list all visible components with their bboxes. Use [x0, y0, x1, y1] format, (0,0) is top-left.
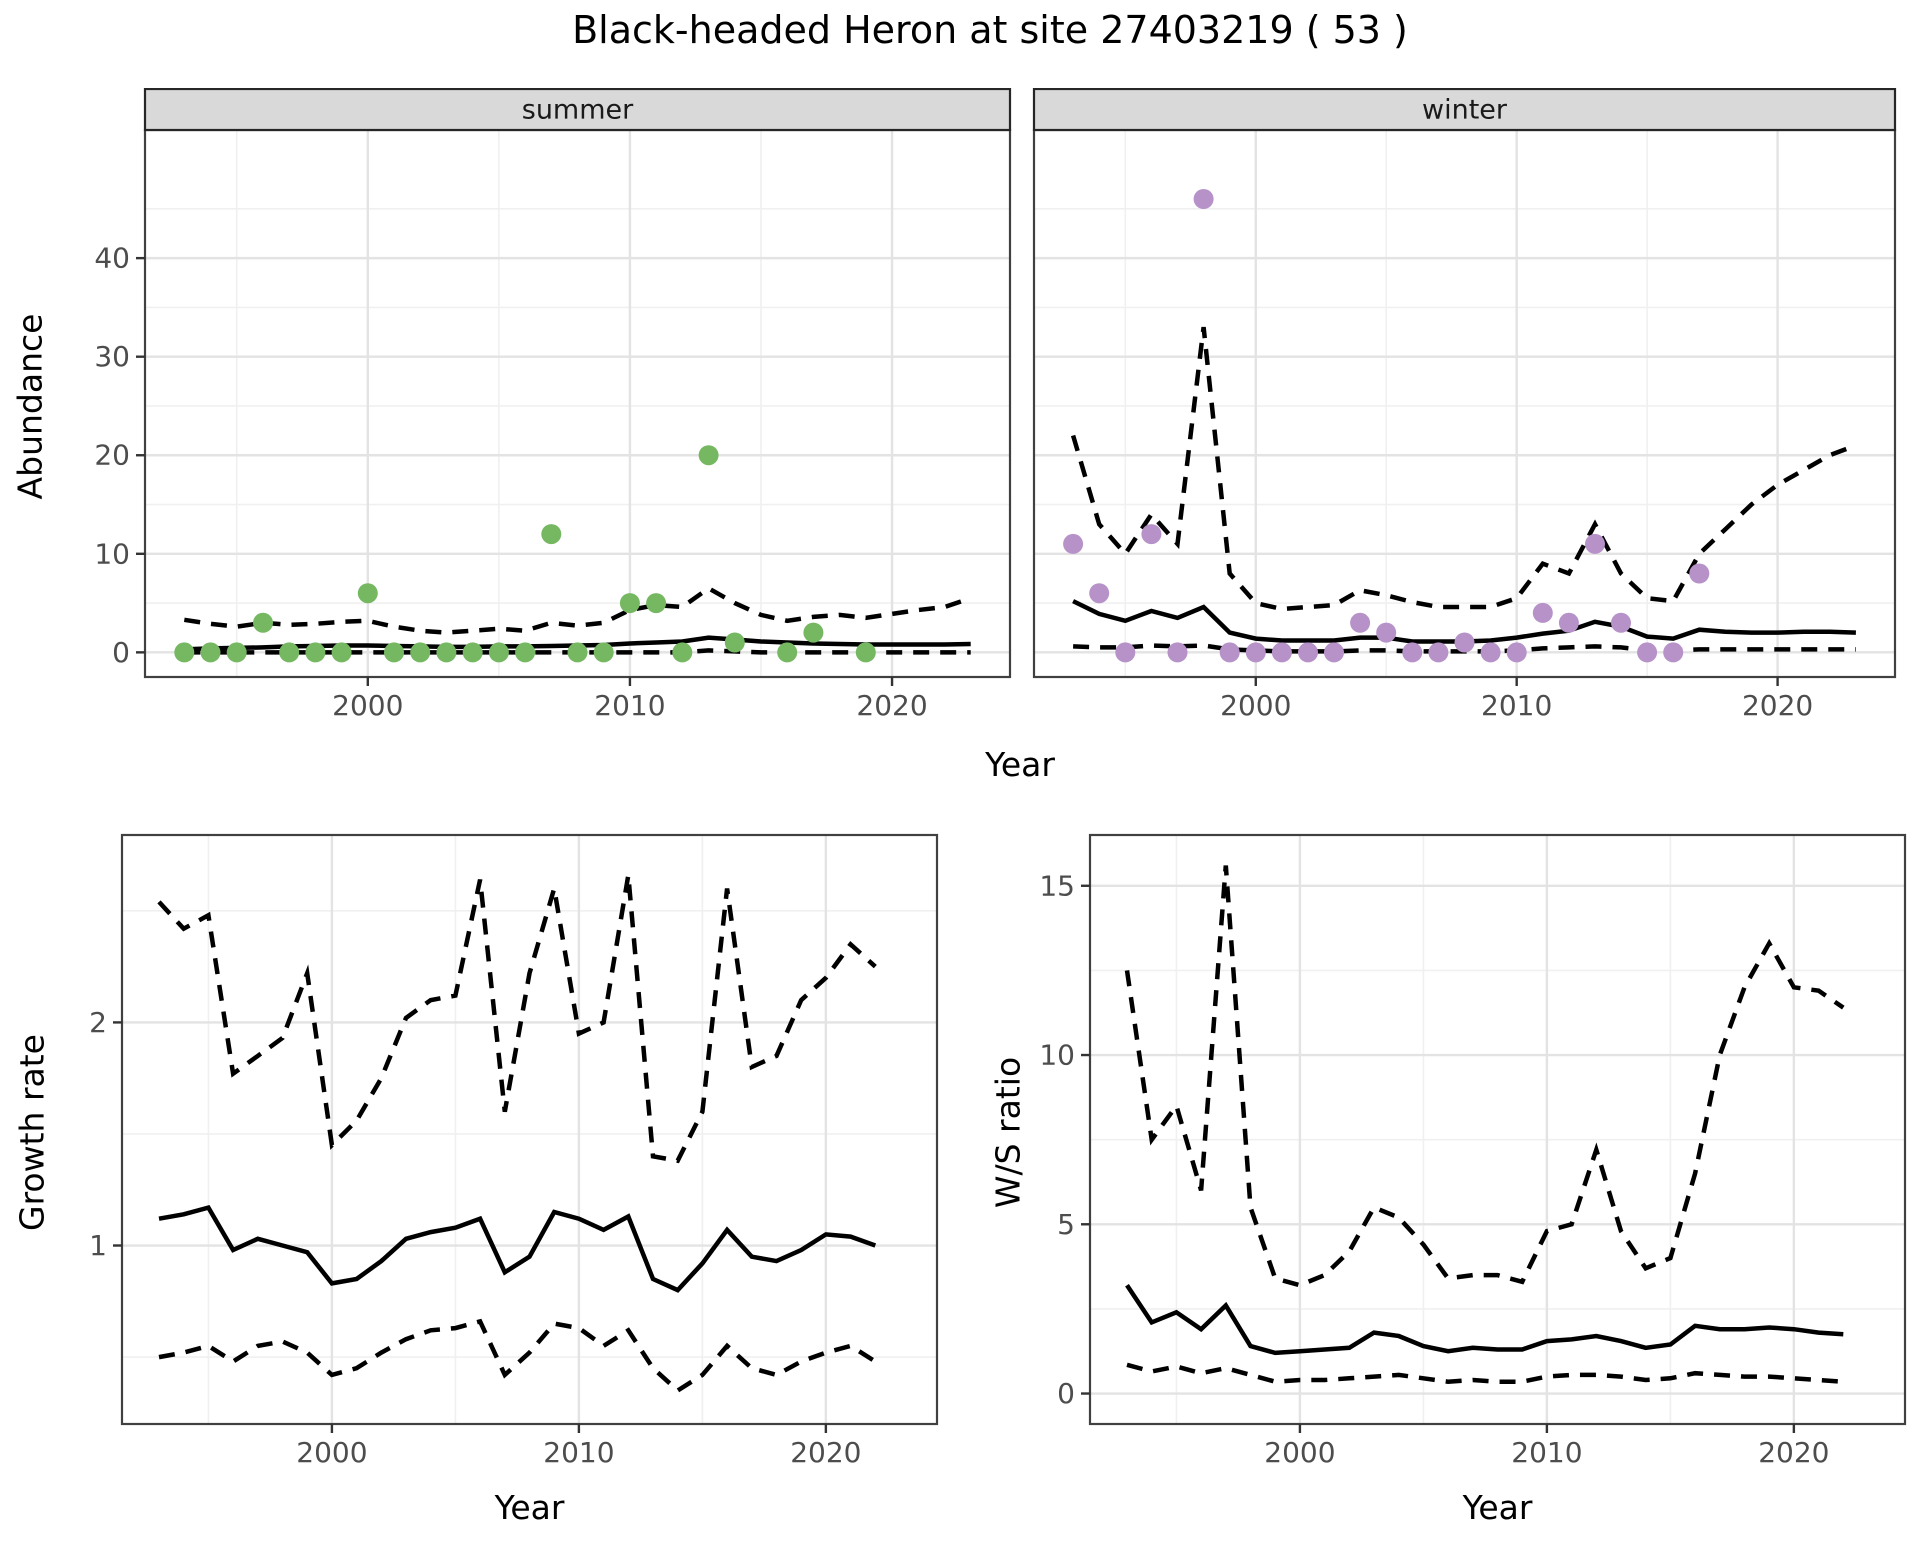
winter-x-tick-label: 2000 [1220, 689, 1291, 722]
growth-rate-panel: 2000 2010 2020 1 2 [67, 830, 945, 1479]
summer-upper_ci-line [183, 585, 972, 635]
growth-x-tick-label: 2020 [790, 1436, 861, 1469]
ws-median-line [1125, 1283, 1844, 1356]
ws-x-tick-label: 2020 [1758, 1436, 1829, 1469]
growth-x-axis-title: Year [494, 1488, 565, 1527]
summer-y-tick-label: 40 [95, 242, 130, 275]
ws-y-tick-label: 15 [1039, 869, 1075, 902]
ws-x-axis-title: Year [1462, 1488, 1533, 1527]
ws-chart-svg: 2000 2010 2020 0 5 10 15 [1039, 833, 1907, 1469]
abundance-summer-panel: summer 2000 2010 2020 0 10 20 30 40 [95, 88, 1020, 732]
summer-data-points [174, 445, 876, 663]
ws-x-tick-label: 2010 [1511, 1436, 1582, 1469]
chart-title: Black-headed Heron at site 27403219 ( 53… [572, 8, 1408, 52]
summer-x-tick-label: 2000 [332, 689, 403, 722]
summer-chart-svg: summer 2000 2010 2020 0 10 20 30 40 [95, 88, 1012, 722]
growth-median-line [158, 1204, 877, 1293]
ws-lower_ci-line [1126, 1362, 1844, 1384]
top-x-axis-title: Year [985, 745, 1055, 784]
growth-y-tick-label: 2 [89, 1006, 107, 1039]
winter-x-tick-label: 2010 [1481, 689, 1552, 722]
summer-y-tick-label: 0 [112, 636, 130, 669]
winter-x-tick-label: 2020 [1742, 689, 1813, 722]
winter-chart-svg: winter 2000 2010 2020 [1032, 88, 1897, 722]
growth-y-tick-label: 1 [89, 1229, 107, 1262]
summer-y-tick-label: 30 [95, 340, 130, 373]
ws-y-tick-label: 10 [1039, 1039, 1075, 1072]
growth-x-tick-label: 2000 [296, 1436, 367, 1469]
ws-x-tick-label: 2000 [1264, 1436, 1335, 1469]
growth-upper_ci-line [157, 874, 877, 1164]
abundance-winter-panel: winter 2000 2010 2020 [1026, 88, 1907, 732]
summer-x-tick-label: 2010 [594, 689, 665, 722]
summer-x-tick-label: 2020 [856, 689, 927, 722]
winter-upper_ci-line [1070, 326, 1857, 612]
ws-y-axis-title: W/S ratio [988, 1056, 1028, 1209]
winter-facet-strip-label: winter [1422, 95, 1508, 126]
summer-y-tick-label: 10 [95, 537, 130, 570]
ws-upper_ci-line [1124, 865, 1845, 1288]
ws-ratio-panel: 2000 2010 2020 0 5 10 15 [1035, 830, 1915, 1479]
winter-data-points [1063, 189, 1710, 663]
ws-y-tick-label: 5 [1057, 1208, 1075, 1241]
ws-y-tick-label: 0 [1057, 1377, 1075, 1410]
summer-y-tick-label: 20 [95, 439, 130, 472]
summer-facet-strip-label: summer [522, 95, 634, 126]
growth-y-axis-title: Growth rate [12, 1034, 52, 1231]
growth-x-tick-label: 2010 [543, 1436, 614, 1469]
growth-chart-svg: 2000 2010 2020 1 2 [89, 833, 939, 1469]
abundance-y-axis-title: Abundance [10, 313, 50, 500]
